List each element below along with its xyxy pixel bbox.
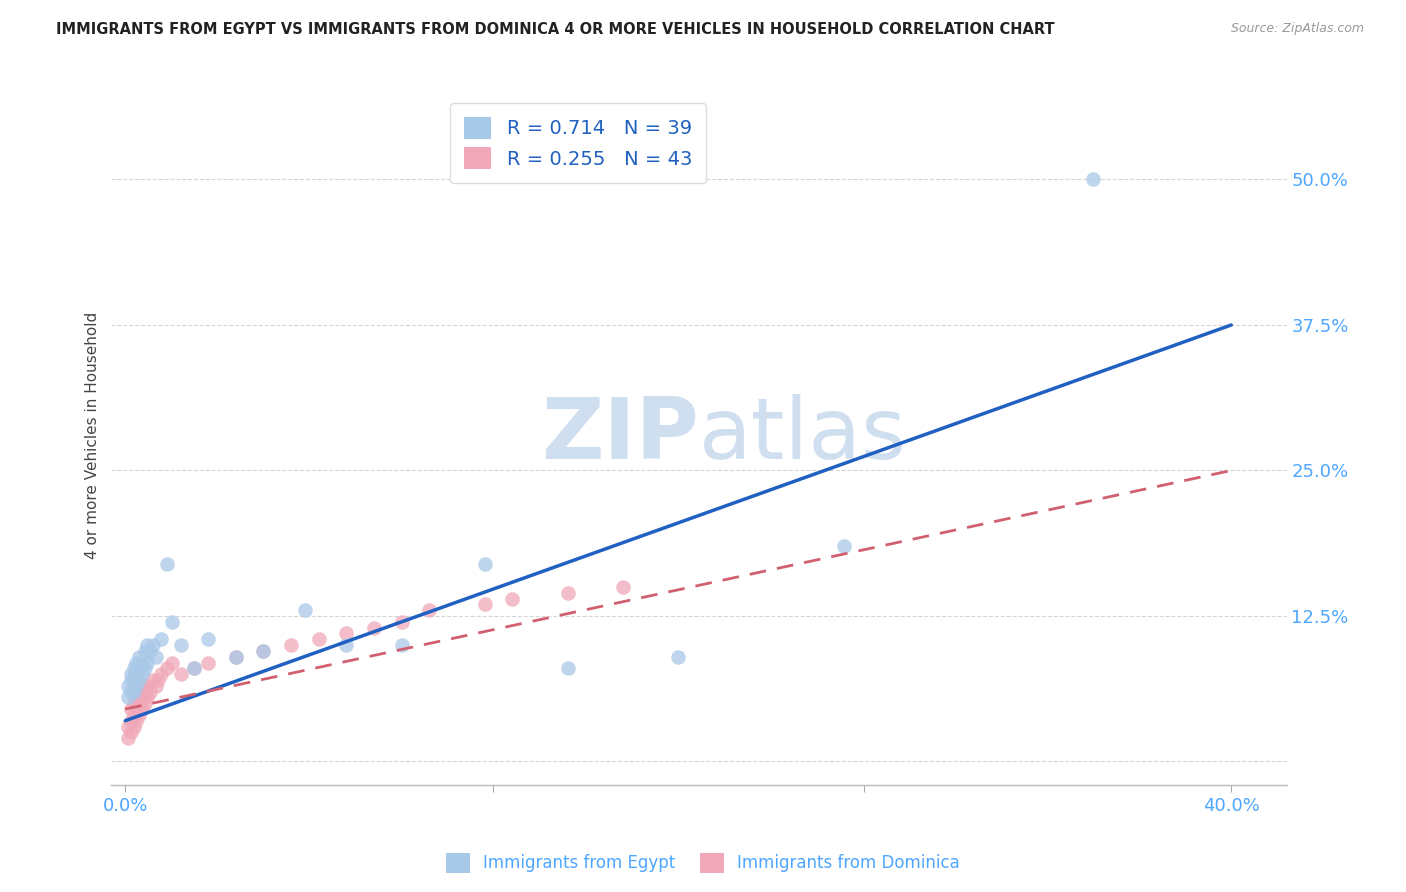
Point bbox=[125, 667, 148, 681]
Point bbox=[136, 690, 159, 705]
Point bbox=[169, 638, 191, 652]
Point bbox=[136, 656, 159, 670]
Legend: Immigrants from Egypt, Immigrants from Dominica: Immigrants from Egypt, Immigrants from D… bbox=[440, 847, 966, 880]
Point bbox=[125, 656, 148, 670]
Point bbox=[128, 696, 150, 710]
Point bbox=[136, 638, 159, 652]
Point bbox=[156, 557, 179, 571]
Point bbox=[308, 632, 330, 647]
Point bbox=[139, 644, 162, 658]
Point bbox=[117, 720, 139, 734]
Point bbox=[117, 690, 139, 705]
Text: IMMIGRANTS FROM EGYPT VS IMMIGRANTS FROM DOMINICA 4 OR MORE VEHICLES IN HOUSEHOL: IMMIGRANTS FROM EGYPT VS IMMIGRANTS FROM… bbox=[56, 22, 1054, 37]
Point bbox=[122, 661, 145, 675]
Point bbox=[145, 649, 167, 664]
Text: atlas: atlas bbox=[699, 394, 907, 477]
Point bbox=[1081, 172, 1104, 186]
Point bbox=[197, 656, 219, 670]
Legend: R = 0.714   N = 39, R = 0.255   N = 43: R = 0.714 N = 39, R = 0.255 N = 43 bbox=[450, 103, 706, 183]
Point bbox=[280, 638, 302, 652]
Point bbox=[225, 649, 247, 664]
Point bbox=[391, 638, 413, 652]
Point bbox=[136, 679, 159, 693]
Point bbox=[294, 603, 316, 617]
Point bbox=[363, 621, 385, 635]
Point bbox=[501, 591, 523, 606]
Point bbox=[197, 632, 219, 647]
Point bbox=[131, 656, 153, 670]
Point bbox=[120, 684, 142, 698]
Point bbox=[162, 615, 184, 629]
Point bbox=[122, 673, 145, 687]
Point bbox=[134, 696, 156, 710]
Text: Source: ZipAtlas.com: Source: ZipAtlas.com bbox=[1230, 22, 1364, 36]
Point bbox=[128, 673, 150, 687]
Point bbox=[134, 644, 156, 658]
Point bbox=[156, 661, 179, 675]
Point bbox=[128, 661, 150, 675]
Text: ZIP: ZIP bbox=[541, 394, 699, 477]
Point bbox=[150, 632, 173, 647]
Y-axis label: 4 or more Vehicles in Household: 4 or more Vehicles in Household bbox=[86, 312, 100, 559]
Point bbox=[128, 649, 150, 664]
Point bbox=[557, 661, 579, 675]
Point bbox=[557, 585, 579, 599]
Point bbox=[125, 690, 148, 705]
Point bbox=[125, 714, 148, 728]
Point bbox=[169, 667, 191, 681]
Point bbox=[120, 673, 142, 687]
Point bbox=[120, 702, 142, 716]
Point bbox=[117, 679, 139, 693]
Point bbox=[120, 714, 142, 728]
Point bbox=[139, 684, 162, 698]
Point bbox=[122, 684, 145, 698]
Point bbox=[666, 649, 689, 664]
Point bbox=[120, 725, 142, 739]
Point bbox=[832, 539, 855, 553]
Point bbox=[612, 580, 634, 594]
Point bbox=[474, 557, 496, 571]
Point bbox=[418, 603, 440, 617]
Point bbox=[125, 702, 148, 716]
Point bbox=[134, 661, 156, 675]
Point bbox=[145, 679, 167, 693]
Point bbox=[225, 649, 247, 664]
Point bbox=[122, 696, 145, 710]
Point bbox=[131, 702, 153, 716]
Point bbox=[120, 667, 142, 681]
Point bbox=[148, 673, 170, 687]
Point bbox=[142, 638, 165, 652]
Point bbox=[131, 690, 153, 705]
Point bbox=[131, 667, 153, 681]
Point bbox=[122, 720, 145, 734]
Point bbox=[183, 661, 205, 675]
Point bbox=[474, 598, 496, 612]
Point bbox=[162, 656, 184, 670]
Point bbox=[142, 673, 165, 687]
Point bbox=[125, 679, 148, 693]
Point bbox=[335, 626, 357, 640]
Point bbox=[391, 615, 413, 629]
Point bbox=[150, 667, 173, 681]
Point bbox=[183, 661, 205, 675]
Point bbox=[128, 707, 150, 722]
Point bbox=[335, 638, 357, 652]
Point bbox=[252, 644, 274, 658]
Point bbox=[122, 707, 145, 722]
Point bbox=[131, 679, 153, 693]
Point bbox=[252, 644, 274, 658]
Point bbox=[128, 684, 150, 698]
Point bbox=[117, 731, 139, 746]
Point bbox=[134, 684, 156, 698]
